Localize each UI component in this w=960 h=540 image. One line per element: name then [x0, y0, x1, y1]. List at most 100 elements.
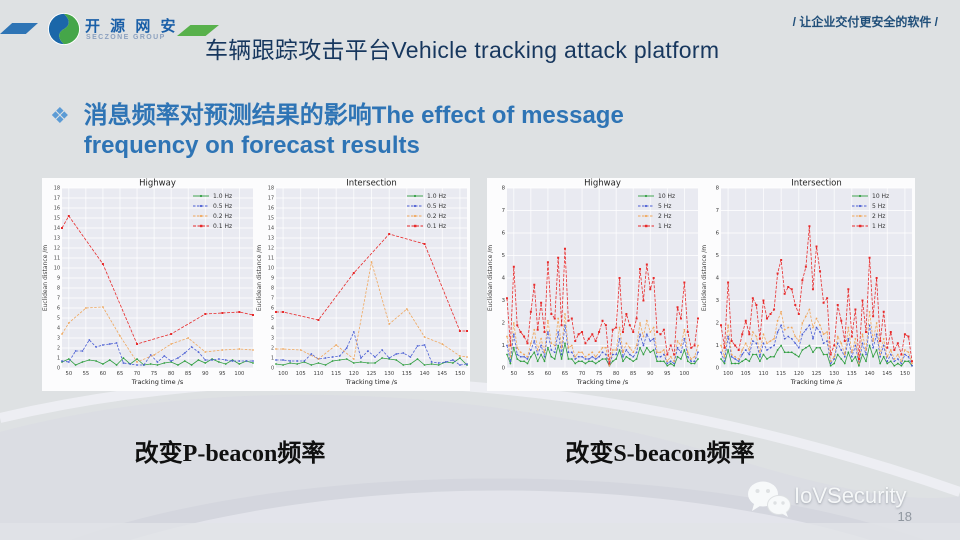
svg-text:50: 50: [511, 371, 518, 377]
svg-text:1: 1: [502, 343, 505, 349]
svg-text:16: 16: [268, 206, 274, 212]
svg-text:9: 9: [271, 276, 274, 282]
section-heading: ❖ 消息频率对预测结果的影响The effect of message freq…: [50, 101, 624, 161]
svg-text:12: 12: [54, 246, 60, 252]
svg-text:4: 4: [57, 326, 60, 332]
seczone-logo-icon: [47, 12, 81, 46]
svg-text:4: 4: [716, 276, 720, 282]
svg-text:Tracking time /s: Tracking time /s: [131, 378, 184, 386]
wechat-icon: [748, 481, 791, 517]
svg-text:75: 75: [151, 371, 158, 377]
svg-text:10: 10: [54, 266, 60, 272]
svg-text:85: 85: [630, 371, 637, 377]
svg-text:90: 90: [202, 371, 209, 377]
svg-text:110: 110: [758, 371, 768, 377]
svg-text:9: 9: [57, 276, 60, 282]
svg-text:85: 85: [185, 371, 192, 377]
brand-subtitle: SECZONE GROUP: [86, 34, 166, 41]
green-stripe-decoration: [177, 25, 219, 36]
chart-highway-s-beacon: 0 1 2 3 4 5 6 7 8 50 55 60 65 70 75 80 85 90 95 100 Highway E…: [487, 179, 699, 386]
heading-line-1: 消息频率对预测结果的影响The effect of message: [83, 102, 624, 129]
svg-text:4: 4: [502, 276, 506, 282]
svg-text:150: 150: [900, 371, 910, 377]
svg-text:3: 3: [716, 298, 719, 304]
svg-text:11: 11: [268, 256, 274, 262]
svg-text:14: 14: [268, 226, 274, 232]
svg-text:100: 100: [278, 371, 288, 377]
svg-text:6: 6: [57, 306, 60, 312]
svg-text:18: 18: [54, 186, 60, 192]
svg-text:10: 10: [268, 266, 274, 272]
svg-text:60: 60: [100, 371, 107, 377]
svg-text:3: 3: [502, 298, 505, 304]
svg-text:7: 7: [57, 296, 60, 302]
svg-text:1.0 Hz: 1.0 Hz: [213, 193, 232, 200]
svg-text:120: 120: [349, 371, 359, 377]
svg-text:5 Hz: 5 Hz: [658, 203, 671, 210]
svg-text:1: 1: [271, 356, 274, 362]
svg-text:11: 11: [54, 256, 60, 262]
svg-text:80: 80: [613, 371, 620, 377]
svg-text:70: 70: [579, 371, 586, 377]
svg-text:70: 70: [134, 371, 141, 377]
svg-text:8: 8: [716, 186, 720, 192]
svg-text:125: 125: [812, 371, 822, 377]
svg-text:145: 145: [437, 371, 447, 377]
figure-s-beacon: 0 1 2 3 4 5 6 7 8 50 55 60 65 70 75 80 85 90 95 100 Highway E…: [487, 178, 915, 391]
svg-text:5 Hz: 5 Hz: [872, 203, 885, 210]
svg-text:125: 125: [367, 371, 377, 377]
section-heading-text: 消息频率对预测结果的影响The effect of message freque…: [84, 101, 624, 161]
svg-text:0.5 Hz: 0.5 Hz: [427, 203, 446, 210]
svg-text:65: 65: [562, 371, 569, 377]
svg-text:10 Hz: 10 Hz: [658, 193, 675, 200]
svg-text:100: 100: [679, 371, 689, 377]
svg-text:0.2 Hz: 0.2 Hz: [213, 213, 232, 220]
svg-text:2 Hz: 2 Hz: [872, 213, 885, 220]
svg-text:0.1 Hz: 0.1 Hz: [213, 223, 232, 230]
svg-text:2: 2: [502, 321, 505, 327]
svg-text:0.1 Hz: 0.1 Hz: [427, 223, 446, 230]
svg-text:6: 6: [502, 231, 506, 237]
svg-text:Intersection: Intersection: [346, 179, 397, 189]
svg-text:0.2 Hz: 0.2 Hz: [427, 213, 446, 220]
svg-text:65: 65: [117, 371, 124, 377]
svg-text:100: 100: [234, 371, 244, 377]
svg-text:Tracking time /s: Tracking time /s: [790, 378, 843, 386]
page-number: 18: [897, 509, 912, 524]
svg-text:14: 14: [54, 226, 60, 232]
svg-text:140: 140: [865, 371, 875, 377]
chart-intersection-s-beacon: 0 1 2 3 4 5 6 7 8 100 105 110 115 120 125 130 135 140 145 1…: [701, 179, 913, 386]
svg-text:110: 110: [313, 371, 323, 377]
svg-text:10 Hz: 10 Hz: [872, 193, 889, 200]
svg-text:1.0 Hz: 1.0 Hz: [427, 193, 446, 200]
heading-line-2: frequency on forecast results: [83, 132, 420, 159]
svg-text:7: 7: [271, 296, 274, 302]
svg-text:1 Hz: 1 Hz: [658, 223, 671, 230]
svg-text:105: 105: [741, 371, 751, 377]
svg-text:0: 0: [271, 366, 274, 372]
svg-text:8: 8: [502, 186, 506, 192]
svg-text:5: 5: [502, 253, 505, 259]
svg-text:Tracking time /s: Tracking time /s: [576, 378, 629, 386]
figure-p-beacon: 0 1 2 3 4 5 6 7 8 9 10 11 12 13 14 15 16 17 18 50 55 60 65 70 75…: [42, 178, 470, 391]
svg-text:5: 5: [271, 316, 274, 322]
svg-text:95: 95: [664, 371, 671, 377]
svg-text:Euclidean distance /m: Euclidean distance /m: [701, 245, 708, 311]
svg-text:2 Hz: 2 Hz: [658, 213, 671, 220]
svg-text:115: 115: [776, 371, 786, 377]
svg-text:18: 18: [268, 186, 274, 192]
svg-text:105: 105: [296, 371, 306, 377]
blue-stripe-decoration: [0, 23, 38, 34]
svg-text:140: 140: [420, 371, 430, 377]
svg-text:50: 50: [66, 371, 73, 377]
svg-text:2: 2: [57, 346, 60, 352]
svg-text:1: 1: [57, 356, 60, 362]
svg-text:120: 120: [794, 371, 804, 377]
svg-text:13: 13: [54, 236, 60, 242]
svg-text:2: 2: [271, 346, 274, 352]
slide-title: 车辆跟踪攻击平台Vehicle tracking attack platform: [205, 37, 720, 63]
svg-text:0: 0: [716, 366, 720, 372]
wechat-account-name: IoVSecurity: [794, 483, 907, 508]
